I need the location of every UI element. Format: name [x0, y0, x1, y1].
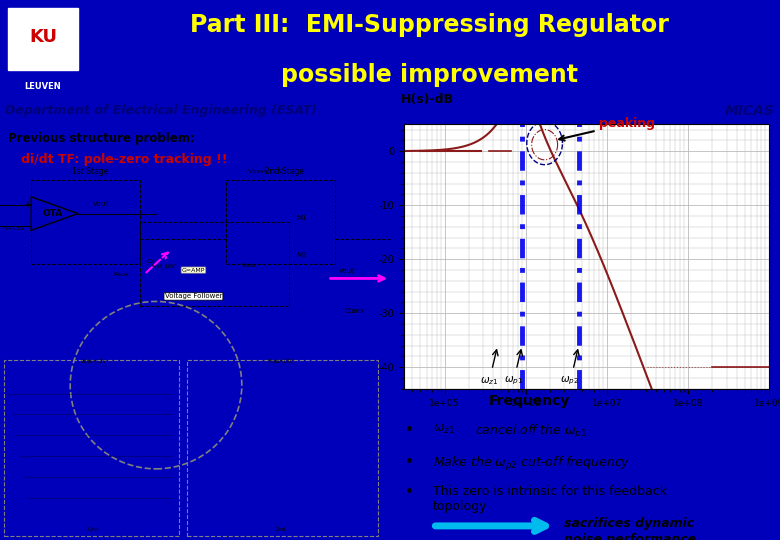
FancyBboxPatch shape — [4, 8, 94, 92]
Text: 2nd Stage: 2nd Stage — [265, 167, 304, 176]
Text: Previous structure problem:: Previous structure problem: — [8, 132, 194, 145]
Text: $\omega_{z1}$: $\omega_{z1}$ — [480, 375, 498, 387]
Text: $\omega_{p1}$: $\omega_{p1}$ — [504, 375, 523, 387]
Text: cancel off the $\omega_{p1}$: cancel off the $\omega_{p1}$ — [475, 423, 587, 441]
Text: +: + — [23, 200, 31, 210]
Text: Voltage Follower: Voltage Follower — [165, 293, 222, 300]
Text: Vref_10V: Vref_10V — [152, 263, 176, 269]
Text: •: • — [405, 423, 413, 438]
Text: G=AMP: G=AMP — [182, 267, 205, 273]
Text: Vbas=12 V: Vbas=12 V — [248, 169, 282, 174]
Text: •: • — [405, 455, 413, 470]
Text: noise performance: noise performance — [564, 534, 696, 540]
Text: Gnd: Gnd — [275, 526, 286, 531]
Text: peaking: peaking — [559, 117, 655, 140]
Text: LEUVEN: LEUVEN — [24, 83, 62, 91]
Text: Raux: Raux — [113, 272, 129, 277]
Text: V+L3V: V+L3V — [4, 226, 25, 231]
Text: Ctank: Ctank — [345, 308, 365, 314]
Text: Department of Electrical Engineering (ESAT): Department of Electrical Engineering (ES… — [5, 104, 317, 117]
Text: This zero is intrinsic for this feedback
topology: This zero is intrinsic for this feedback… — [432, 485, 666, 513]
Text: M1: M1 — [296, 215, 307, 221]
Text: Make the $\omega_{p2}$ cut-off frequency: Make the $\omega_{p2}$ cut-off frequency — [432, 455, 630, 474]
Text: M2: M2 — [296, 252, 307, 259]
Text: sacrifices dynamic: sacrifices dynamic — [564, 517, 694, 530]
Text: $\omega_{p2}$: $\omega_{p2}$ — [560, 375, 580, 387]
Text: Frequency: Frequency — [488, 394, 569, 408]
Text: Ca: Ca — [147, 259, 155, 264]
Text: Vbds=12V: Vbds=12V — [80, 359, 107, 364]
Text: Gnd: Gnd — [88, 526, 99, 531]
Text: Vbias: Vbias — [242, 264, 257, 268]
Text: KU: KU — [29, 28, 57, 46]
Text: OTA: OTA — [43, 209, 63, 218]
Text: Vcab=12V: Vcab=12V — [268, 359, 294, 364]
Text: H(s)-dB: H(s)-dB — [400, 93, 453, 106]
Text: Vctrl: Vctrl — [94, 201, 109, 207]
FancyBboxPatch shape — [8, 8, 78, 70]
Text: 1st Stage: 1st Stage — [72, 167, 108, 176]
Text: di/dt TF: pole-zero tracking !!: di/dt TF: pole-zero tracking !! — [8, 153, 227, 166]
Text: Part III:  EMI-Suppressing Regulator: Part III: EMI-Suppressing Regulator — [190, 13, 668, 37]
Text: $\omega_{z1}$: $\omega_{z1}$ — [432, 423, 456, 436]
Text: MICAS: MICAS — [725, 104, 775, 118]
Text: Vout: Vout — [339, 268, 355, 274]
Text: possible improvement: possible improvement — [281, 63, 577, 87]
Text: •: • — [405, 485, 413, 500]
